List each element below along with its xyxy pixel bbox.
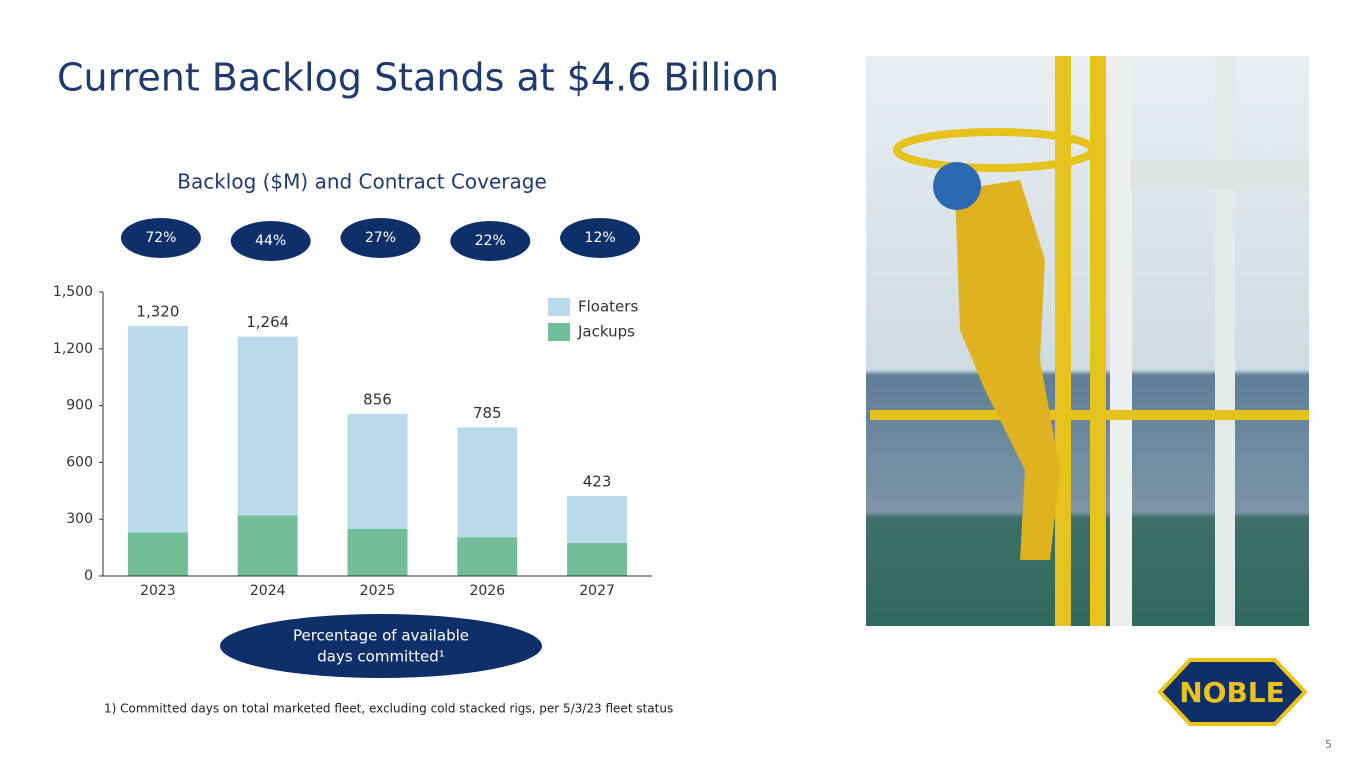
- chart-title: Backlog ($M) and Contract Coverage: [177, 170, 547, 194]
- bar-segment: [237, 515, 298, 576]
- coverage-badge: [450, 221, 531, 261]
- page-number: 5: [1325, 738, 1332, 751]
- coverage-label: 27%: [365, 230, 396, 246]
- bar-segment: [127, 326, 188, 533]
- logo-text: NOBLE: [1179, 676, 1285, 709]
- bar-segment: [457, 427, 518, 538]
- footnote: 1) Committed days on total marketed flee…: [104, 702, 673, 716]
- legend-swatch: [548, 298, 570, 316]
- coverage-badge: [120, 218, 201, 258]
- logo: NOBLE: [1157, 658, 1308, 726]
- slide-title: Current Backlog Stands at $4.6 Billion: [57, 56, 779, 100]
- callout-badge: [220, 614, 542, 678]
- y-tick-label: 1,200: [53, 341, 93, 357]
- coverage-badge: [560, 218, 641, 258]
- total-label: 423: [583, 472, 612, 490]
- photo: [866, 56, 1309, 626]
- coverage-label: 12%: [585, 230, 616, 246]
- bar-segment: [237, 336, 298, 516]
- coverage-badge: [340, 218, 421, 258]
- y-tick-label: 1,500: [53, 284, 93, 300]
- coverage-label: 44%: [255, 233, 286, 249]
- legend-swatch: [548, 323, 570, 341]
- legend-label: Jackups: [577, 323, 635, 341]
- total-label: 856: [363, 390, 392, 408]
- y-tick-label: 0: [84, 568, 93, 584]
- bar-segment: [347, 413, 408, 529]
- bar-segment: [347, 528, 408, 576]
- callout-text: Percentage of available: [293, 627, 469, 645]
- y-tick-label: 900: [66, 398, 93, 414]
- coverage-label: 72%: [145, 230, 176, 246]
- total-label: 1,264: [246, 313, 289, 331]
- chart: 0 300 600 900 1,200 1,500 1,320 2023 72% 1,264 202…: [53, 218, 652, 678]
- total-label: 1,320: [136, 303, 179, 321]
- bar-segment: [457, 537, 518, 576]
- x-tick-label: 2027: [579, 583, 615, 599]
- total-label: 785: [473, 404, 502, 422]
- x-tick-label: 2026: [469, 583, 505, 599]
- x-tick-label: 2023: [140, 583, 176, 599]
- coverage-badge: [230, 221, 311, 261]
- bar-segment: [567, 495, 628, 543]
- x-tick-label: 2024: [250, 583, 286, 599]
- bar-segment: [567, 542, 628, 576]
- coverage-label: 22%: [475, 233, 506, 249]
- legend-label: Floaters: [578, 298, 638, 316]
- callout-text: days committed¹: [317, 648, 445, 666]
- x-tick-label: 2025: [360, 583, 396, 599]
- bar-segment: [127, 532, 188, 576]
- y-tick-label: 600: [66, 454, 93, 470]
- y-tick-label: 300: [66, 511, 93, 527]
